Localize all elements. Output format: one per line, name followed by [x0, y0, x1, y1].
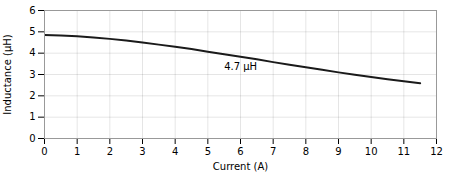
svg-text:4: 4: [29, 47, 35, 58]
svg-text:2: 2: [29, 90, 35, 101]
svg-text:4.7 μH: 4.7 μH: [224, 61, 257, 72]
svg-text:6: 6: [29, 5, 35, 16]
svg-text:8: 8: [303, 146, 309, 157]
svg-text:Current (A): Current (A): [213, 161, 268, 172]
svg-text:0: 0: [41, 146, 47, 157]
svg-text:10: 10: [365, 146, 378, 157]
svg-text:1: 1: [74, 146, 80, 157]
svg-text:7: 7: [270, 146, 276, 157]
svg-text:0: 0: [29, 133, 35, 144]
svg-text:9: 9: [335, 146, 341, 157]
svg-text:12: 12: [430, 146, 443, 157]
svg-text:6: 6: [237, 146, 243, 157]
svg-text:3: 3: [139, 146, 145, 157]
svg-text:4: 4: [172, 146, 178, 157]
svg-text:Inductance (μH): Inductance (μH): [2, 34, 13, 114]
svg-text:5: 5: [205, 146, 211, 157]
svg-text:1: 1: [29, 111, 35, 122]
svg-text:11: 11: [397, 146, 410, 157]
svg-text:3: 3: [29, 69, 35, 80]
svg-text:5: 5: [29, 26, 35, 37]
svg-text:2: 2: [107, 146, 113, 157]
